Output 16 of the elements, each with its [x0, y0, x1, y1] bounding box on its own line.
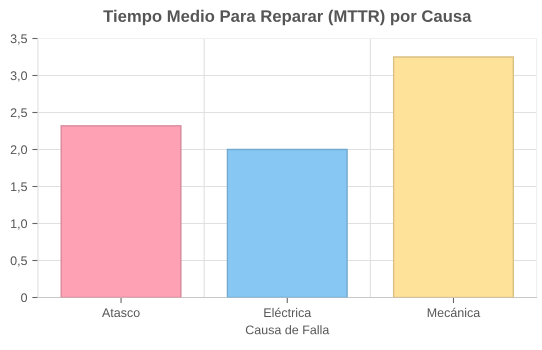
x-axis-title: Causa de Falla: [246, 325, 330, 334]
y-tick-label: 3,5: [10, 34, 27, 45]
y-tick-label: 2,0: [10, 145, 28, 156]
y-tick-label: 0,5: [10, 256, 27, 267]
x-tick-label: Atasco: [102, 308, 140, 318]
x-tick-label: Eléctrica: [264, 308, 312, 318]
y-tick-label: 2,5: [10, 108, 27, 119]
y-tick-label: 0: [21, 293, 28, 302]
chart-title: Tiempo Medio Para Reparar (MTTR) por Causa: [103, 10, 472, 26]
y-tick-label: 3,0: [10, 71, 28, 82]
bar: [392, 56, 514, 298]
bar: [226, 148, 348, 298]
y-tick-label: 1,5: [11, 182, 27, 193]
y-tick-label: 1,0: [11, 219, 28, 230]
x-tick-label: Mecánica: [428, 308, 480, 318]
bar: [60, 125, 182, 298]
